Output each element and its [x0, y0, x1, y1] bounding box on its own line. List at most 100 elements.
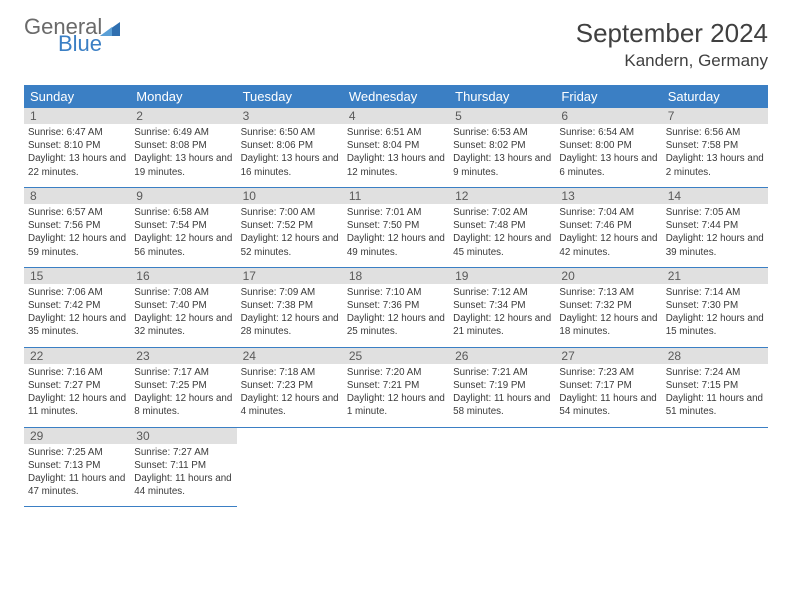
daylight-line: Daylight: 12 hours and 11 minutes. [28, 392, 126, 418]
sunrise-line: Sunrise: 7:27 AM [134, 446, 232, 459]
daylight-line: Daylight: 12 hours and 32 minutes. [134, 312, 232, 338]
sunrise-line: Sunrise: 7:12 AM [453, 286, 551, 299]
calendar-row: 1Sunrise: 6:47 AMSunset: 8:10 PMDaylight… [24, 108, 768, 187]
day-number: 8 [24, 188, 130, 204]
day-body: Sunrise: 7:13 AMSunset: 7:32 PMDaylight:… [555, 284, 661, 347]
calendar-cell: 19Sunrise: 7:12 AMSunset: 7:34 PMDayligh… [449, 267, 555, 347]
sunset-line: Sunset: 7:42 PM [28, 299, 126, 312]
sunrise-line: Sunrise: 7:10 AM [347, 286, 445, 299]
day-body: Sunrise: 7:02 AMSunset: 7:48 PMDaylight:… [449, 204, 555, 267]
sunset-line: Sunset: 7:32 PM [559, 299, 657, 312]
calendar-cell: 29Sunrise: 7:25 AMSunset: 7:13 PMDayligh… [24, 427, 130, 507]
sunset-line: Sunset: 7:46 PM [559, 219, 657, 232]
calendar-cell: 25Sunrise: 7:20 AMSunset: 7:21 PMDayligh… [343, 347, 449, 427]
day-number: 6 [555, 108, 661, 124]
calendar-cell: 22Sunrise: 7:16 AMSunset: 7:27 PMDayligh… [24, 347, 130, 427]
calendar-cell [662, 427, 768, 507]
sunset-line: Sunset: 8:10 PM [28, 139, 126, 152]
sunrise-line: Sunrise: 7:05 AM [666, 206, 764, 219]
day-body: Sunrise: 7:18 AMSunset: 7:23 PMDaylight:… [237, 364, 343, 427]
calendar-cell: 20Sunrise: 7:13 AMSunset: 7:32 PMDayligh… [555, 267, 661, 347]
day-body: Sunrise: 7:14 AMSunset: 7:30 PMDaylight:… [662, 284, 768, 347]
sunset-line: Sunset: 7:38 PM [241, 299, 339, 312]
calendar-cell: 1Sunrise: 6:47 AMSunset: 8:10 PMDaylight… [24, 108, 130, 187]
calendar-row: 8Sunrise: 6:57 AMSunset: 7:56 PMDaylight… [24, 187, 768, 267]
daylight-line: Daylight: 11 hours and 51 minutes. [666, 392, 764, 418]
day-number: 21 [662, 268, 768, 284]
day-number: 25 [343, 348, 449, 364]
sunset-line: Sunset: 8:02 PM [453, 139, 551, 152]
sunrise-line: Sunrise: 7:14 AM [666, 286, 764, 299]
day-body: Sunrise: 7:04 AMSunset: 7:46 PMDaylight:… [555, 204, 661, 267]
sunset-line: Sunset: 7:44 PM [666, 219, 764, 232]
day-number: 20 [555, 268, 661, 284]
weekday-header: Saturday [662, 85, 768, 108]
weekday-header-row: SundayMondayTuesdayWednesdayThursdayFrid… [24, 85, 768, 108]
calendar-cell: 27Sunrise: 7:23 AMSunset: 7:17 PMDayligh… [555, 347, 661, 427]
day-body: Sunrise: 7:00 AMSunset: 7:52 PMDaylight:… [237, 204, 343, 267]
weekday-header: Wednesday [343, 85, 449, 108]
daylight-line: Daylight: 13 hours and 6 minutes. [559, 152, 657, 178]
sunset-line: Sunset: 7:19 PM [453, 379, 551, 392]
day-number: 1 [24, 108, 130, 124]
sunrise-line: Sunrise: 6:54 AM [559, 126, 657, 139]
calendar-cell: 2Sunrise: 6:49 AMSunset: 8:08 PMDaylight… [130, 108, 236, 187]
day-number: 27 [555, 348, 661, 364]
day-body: Sunrise: 6:47 AMSunset: 8:10 PMDaylight:… [24, 124, 130, 187]
sunset-line: Sunset: 7:34 PM [453, 299, 551, 312]
day-body: Sunrise: 6:51 AMSunset: 8:04 PMDaylight:… [343, 124, 449, 187]
weekday-header: Monday [130, 85, 236, 108]
daylight-line: Daylight: 11 hours and 54 minutes. [559, 392, 657, 418]
daylight-line: Daylight: 13 hours and 16 minutes. [241, 152, 339, 178]
calendar-cell: 14Sunrise: 7:05 AMSunset: 7:44 PMDayligh… [662, 187, 768, 267]
day-number: 17 [237, 268, 343, 284]
day-body: Sunrise: 7:16 AMSunset: 7:27 PMDaylight:… [24, 364, 130, 427]
sunset-line: Sunset: 7:54 PM [134, 219, 232, 232]
sunrise-line: Sunrise: 7:09 AM [241, 286, 339, 299]
day-number: 12 [449, 188, 555, 204]
calendar-cell [343, 427, 449, 507]
title-block: September 2024 Kandern, Germany [576, 18, 768, 71]
sunset-line: Sunset: 7:27 PM [28, 379, 126, 392]
calendar-cell: 12Sunrise: 7:02 AMSunset: 7:48 PMDayligh… [449, 187, 555, 267]
calendar-cell: 7Sunrise: 6:56 AMSunset: 7:58 PMDaylight… [662, 108, 768, 187]
month-title: September 2024 [576, 18, 768, 49]
day-body: Sunrise: 6:56 AMSunset: 7:58 PMDaylight:… [662, 124, 768, 187]
weekday-header: Friday [555, 85, 661, 108]
calendar-cell: 24Sunrise: 7:18 AMSunset: 7:23 PMDayligh… [237, 347, 343, 427]
sunrise-line: Sunrise: 6:58 AM [134, 206, 232, 219]
sunset-line: Sunset: 8:06 PM [241, 139, 339, 152]
calendar-cell: 15Sunrise: 7:06 AMSunset: 7:42 PMDayligh… [24, 267, 130, 347]
sunrise-line: Sunrise: 7:08 AM [134, 286, 232, 299]
day-number: 3 [237, 108, 343, 124]
calendar-row: 22Sunrise: 7:16 AMSunset: 7:27 PMDayligh… [24, 347, 768, 427]
calendar-cell: 30Sunrise: 7:27 AMSunset: 7:11 PMDayligh… [130, 427, 236, 507]
sunrise-line: Sunrise: 7:23 AM [559, 366, 657, 379]
sunset-line: Sunset: 8:00 PM [559, 139, 657, 152]
day-number: 23 [130, 348, 236, 364]
sunrise-line: Sunrise: 7:24 AM [666, 366, 764, 379]
calendar-cell: 13Sunrise: 7:04 AMSunset: 7:46 PMDayligh… [555, 187, 661, 267]
day-number: 7 [662, 108, 768, 124]
day-number: 4 [343, 108, 449, 124]
sunrise-line: Sunrise: 7:01 AM [347, 206, 445, 219]
daylight-line: Daylight: 12 hours and 49 minutes. [347, 232, 445, 258]
day-body: Sunrise: 7:24 AMSunset: 7:15 PMDaylight:… [662, 364, 768, 427]
day-number: 16 [130, 268, 236, 284]
daylight-line: Daylight: 13 hours and 12 minutes. [347, 152, 445, 178]
daylight-line: Daylight: 12 hours and 45 minutes. [453, 232, 551, 258]
sunrise-line: Sunrise: 6:57 AM [28, 206, 126, 219]
calendar-cell: 4Sunrise: 6:51 AMSunset: 8:04 PMDaylight… [343, 108, 449, 187]
sunset-line: Sunset: 7:30 PM [666, 299, 764, 312]
day-number: 2 [130, 108, 236, 124]
sunrise-line: Sunrise: 7:04 AM [559, 206, 657, 219]
daylight-line: Daylight: 11 hours and 44 minutes. [134, 472, 232, 498]
sunset-line: Sunset: 7:50 PM [347, 219, 445, 232]
day-body: Sunrise: 7:10 AMSunset: 7:36 PMDaylight:… [343, 284, 449, 347]
day-number: 18 [343, 268, 449, 284]
daylight-line: Daylight: 12 hours and 52 minutes. [241, 232, 339, 258]
calendar-cell: 23Sunrise: 7:17 AMSunset: 7:25 PMDayligh… [130, 347, 236, 427]
day-number: 26 [449, 348, 555, 364]
calendar-cell: 16Sunrise: 7:08 AMSunset: 7:40 PMDayligh… [130, 267, 236, 347]
sunset-line: Sunset: 8:04 PM [347, 139, 445, 152]
